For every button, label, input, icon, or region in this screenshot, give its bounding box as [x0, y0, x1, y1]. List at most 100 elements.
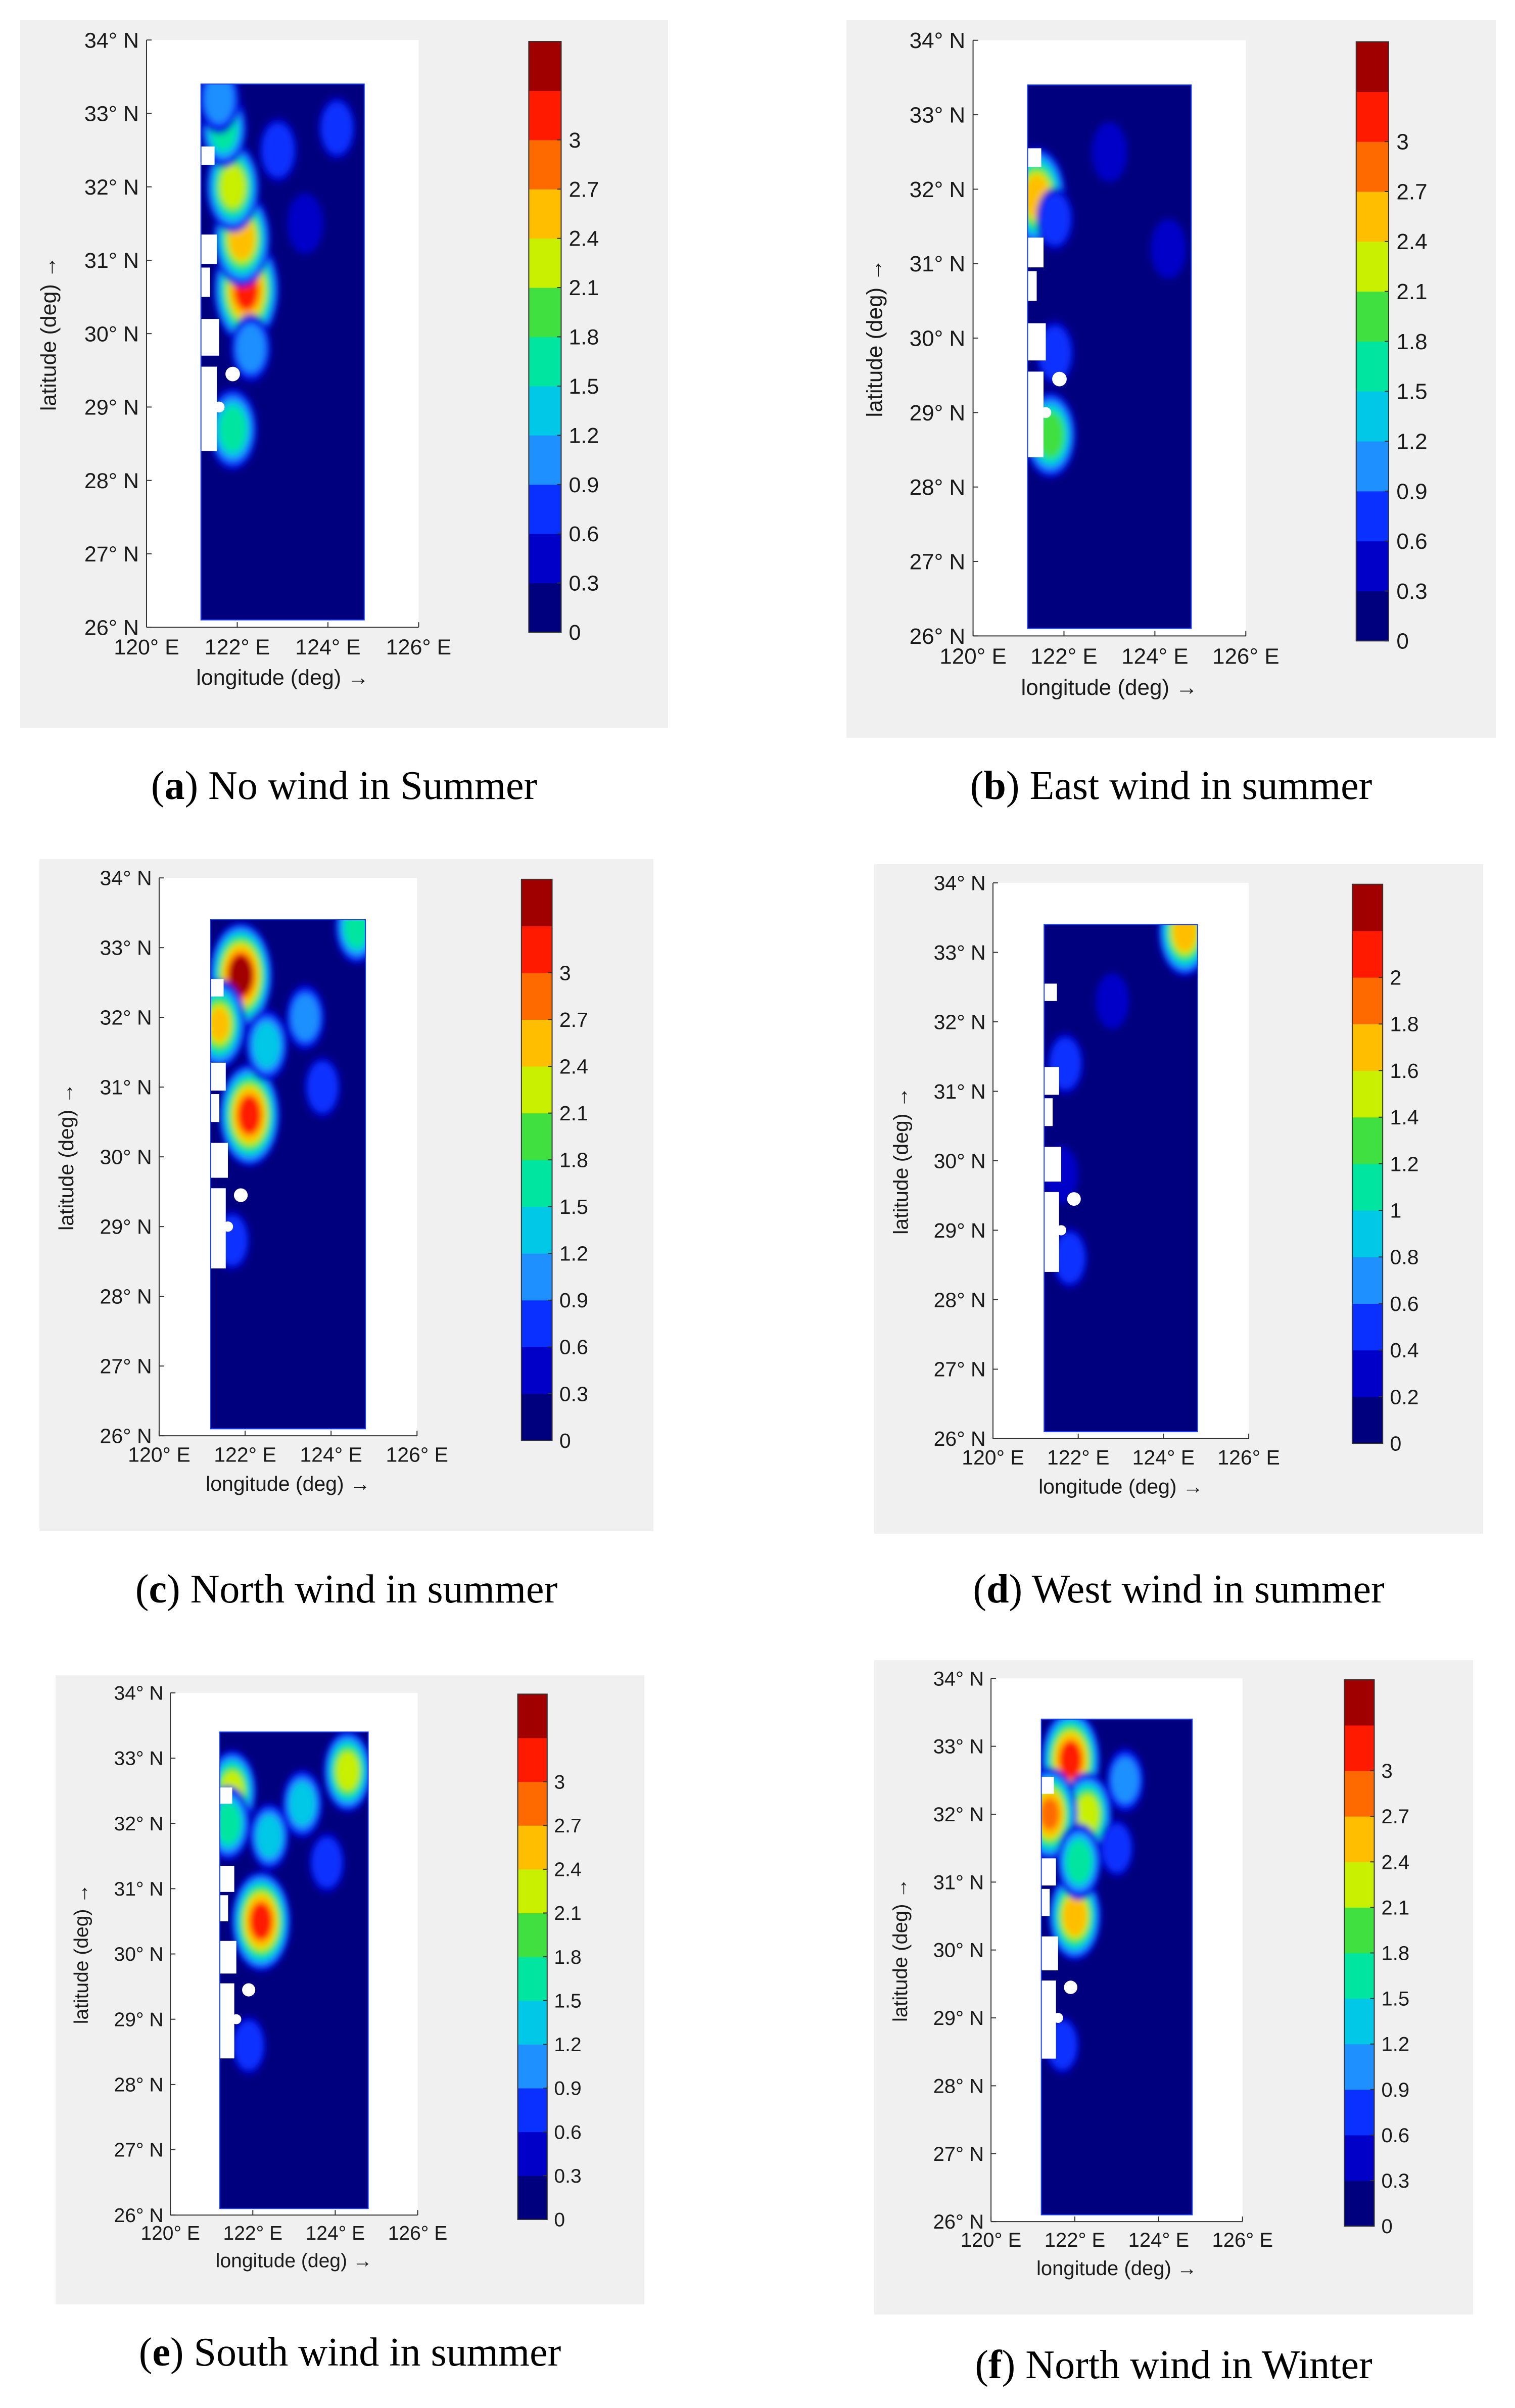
hotspot-level — [1100, 980, 1125, 1022]
panel-a: 120° E 122° E 124° E 126° E 26° N 27° N 28° N 2… — [20, 20, 668, 728]
x-tick-label: 126° E — [388, 2223, 448, 2244]
colorbar-segment — [1344, 1771, 1375, 1817]
colorbar-tick-label: 2.7 — [559, 1008, 588, 1031]
domain-outline — [1040, 1718, 1193, 2215]
panel-d: 120° E 122° E 124° E 126° E 26° N 27° N 28° N 2… — [874, 864, 1483, 1534]
colorbar-segment — [1344, 1725, 1375, 1771]
field-layer — [1041, 1719, 1193, 2215]
caption-letter-a: a — [164, 764, 185, 808]
x-tick-label: 124° E — [1128, 2229, 1190, 2251]
colorbar-segment — [517, 1957, 547, 2001]
y-tick-label: 34° N — [933, 1668, 984, 1690]
y-tick-label: 29° N — [100, 1215, 152, 1239]
colorbar-segment — [1344, 2044, 1375, 2090]
hotspot-level — [256, 1027, 277, 1063]
x-tick-label: 126° E — [386, 635, 452, 659]
x-tick-label: 122° E — [1030, 644, 1098, 669]
y-tick-label: 29° N — [114, 2009, 164, 2031]
y-tick-label: 30° N — [933, 1940, 984, 1962]
y-tick-label: 33° N — [114, 1748, 164, 1770]
x-tick-label: 126° E — [1212, 644, 1280, 669]
domain-outline — [210, 919, 366, 1430]
hotspot-level — [1039, 417, 1061, 453]
colorbar-tick-label: 1.2 — [569, 423, 599, 448]
colorbar-tick-label: 1.2 — [559, 1242, 588, 1265]
colorbar-tick-label: 2.7 — [1396, 179, 1427, 204]
x-tick-label: 122° E — [223, 2223, 283, 2244]
coastline-mask — [220, 1787, 256, 2059]
y-tick-label: 26° N — [84, 616, 139, 640]
y-tick-label: 29° N — [84, 396, 139, 420]
heatmap-e: 120° E 122° E 124° E 126° E 26° N 27° N 28° N 2… — [71, 1683, 582, 2272]
x-tick-label: 122° E — [214, 1443, 276, 1466]
colorbar-segment — [1352, 1257, 1383, 1304]
colorbar-tick-label: 1.8 — [1390, 1013, 1419, 1036]
colorbar-tick-label: 2.7 — [1381, 1806, 1409, 1828]
caption-text-c: North wind in summer — [190, 1567, 558, 1612]
colorbar-tick-label: 2.4 — [1381, 1851, 1409, 1873]
colorbar-segment — [529, 583, 561, 633]
colorbar-segment — [529, 90, 561, 140]
y-tick-label: 27° N — [114, 2140, 164, 2161]
hotspot-level — [220, 1807, 238, 1840]
y-tick-label: 33° N — [933, 1736, 984, 1758]
y-tick-label: 33° N — [84, 102, 139, 126]
caption-a: (a) No wind in Summer — [151, 764, 538, 808]
hotspot-level — [1043, 199, 1067, 239]
colorbar-segment — [1356, 141, 1389, 192]
colorbar-tick-label: 1.4 — [1390, 1106, 1419, 1129]
colorbar-segment — [1352, 1350, 1383, 1397]
hotspot-level — [292, 1787, 312, 1821]
coastline-mask — [201, 146, 240, 451]
colorbar-segment — [521, 972, 552, 1020]
colorbar-tick-label: 1.5 — [1396, 380, 1427, 404]
heatmap-a: 120° E 122° E 124° E 126° E 26° N 27° N 28° N 2… — [37, 28, 599, 690]
colorbar-frame — [1355, 41, 1389, 642]
colorbar-tick-label: 0.6 — [559, 1336, 588, 1359]
y-tick-label: 34° N — [910, 28, 966, 53]
panel-e: 120° E 122° E 124° E 126° E 26° N 27° N 28° N 2… — [56, 1675, 644, 2304]
colorbar-segment — [1356, 241, 1389, 292]
colorbar-segment — [521, 1066, 552, 1114]
y-tick-label: 28° N — [114, 2074, 164, 2096]
colorbar-tick-label: 1 — [1390, 1199, 1402, 1222]
y-tick-label: 28° N — [100, 1285, 152, 1308]
y-tick-label: 30° N — [100, 1146, 152, 1169]
x-tick-label: 124° E — [1132, 1446, 1195, 1469]
colorbar-segment — [1344, 2089, 1375, 2136]
coastline-mask — [1027, 148, 1067, 457]
hotspot-level — [210, 1007, 229, 1042]
colorbar-tick-label: 0.3 — [1381, 2170, 1409, 2192]
colorbar-segment — [1356, 41, 1389, 92]
colorbar-segment — [1344, 1907, 1375, 1954]
colorbar-segment — [1356, 91, 1389, 142]
heatmap-f: 120° E 122° E 124° E 126° E 26° N 27° N 28° N 2… — [889, 1668, 1409, 2280]
x-tick-label: 126° E — [1217, 1446, 1280, 1469]
colorbar-tick-label: 2.1 — [569, 276, 599, 300]
x-tick-label: 124° E — [1121, 644, 1189, 669]
colorbar-segment — [517, 1781, 547, 1826]
x-tick-label: 122° E — [1047, 1446, 1110, 1469]
hotspot-level — [240, 329, 262, 367]
colorbar-segment — [517, 2088, 547, 2133]
field-layer — [210, 920, 366, 1429]
colorbar-tick-label: 3 — [1396, 130, 1408, 155]
colorbar-tick-label: 0 — [1396, 629, 1408, 654]
y-tick-label: 30° N — [910, 326, 966, 351]
colorbar-tick-label: 2.4 — [569, 227, 599, 251]
colorbar-segment — [1344, 1953, 1375, 1999]
x-tick-label: 124° E — [306, 2223, 365, 2244]
colorbar-tick-label: 1.2 — [1390, 1152, 1419, 1175]
colorbar-segment — [1352, 1117, 1383, 1164]
hotspot-level — [259, 1820, 279, 1853]
y-tick-label: 33° N — [934, 941, 986, 964]
colorbar-tick-label: 0.3 — [554, 2165, 581, 2187]
x-tick-label: 120° E — [128, 1443, 191, 1466]
y-tick-label: 32° N — [100, 1006, 152, 1029]
y-tick-label: 31° N — [114, 1878, 164, 1900]
colorbar-segment — [521, 1160, 552, 1207]
colorbar-tick-label: 1.5 — [559, 1195, 588, 1218]
colorbar-segment — [1352, 884, 1383, 931]
y-tick-label: 28° N — [910, 475, 966, 500]
y-tick-label: 32° N — [114, 1813, 164, 1835]
